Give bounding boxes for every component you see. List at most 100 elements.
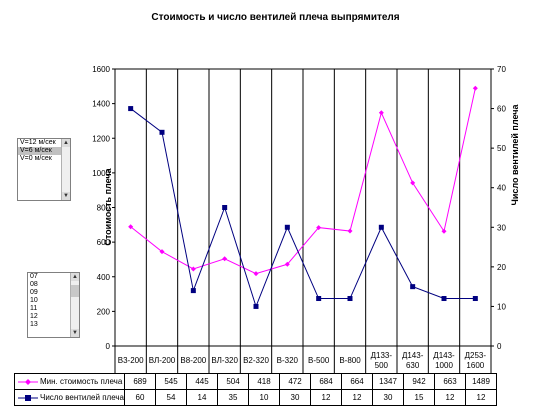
table-cell: 1347 [372,373,404,390]
table-cell: 14 [186,389,218,406]
table-cell: 30 [279,389,311,406]
left-tick-label: 1000 [92,169,110,178]
cost-point [128,224,134,230]
table-cell: 12 [434,389,466,406]
row-label-valves: Число вентилей плеча [14,389,125,406]
category-label: ВЛ-200 [149,356,176,365]
category-label: В2-320 [243,356,269,365]
right-tick-label: 20 [497,263,506,272]
right-tick-label: 60 [497,105,506,114]
row-label-cost: Мин. стоимость плеча [14,373,125,390]
scroll-down-arrow-icon[interactable]: ▼ [71,329,79,337]
valves-point [190,288,196,294]
number-option-5[interactable]: 12 [30,313,38,320]
table-cell: 60 [124,389,156,406]
right-tick-label: 70 [497,65,506,74]
category-label: Д133-500 [371,351,393,370]
right-tick-label: 0 [497,342,502,351]
left-tick-label: 800 [97,204,111,213]
table-cell: 418 [248,373,280,390]
number-option-2[interactable]: 09 [30,289,38,296]
table-cell: 54 [155,389,187,406]
category-label: ВЛ-320 [211,356,238,365]
valves-point [222,205,228,210]
valves-series-name: Число вентилей плеча [40,393,124,402]
valves-point [128,106,134,112]
number-option-1[interactable]: 08 [30,281,38,288]
cost-point [410,180,416,186]
right-tick-label: 50 [497,144,506,153]
cost-point [441,228,447,234]
valves-point [159,129,165,135]
table-cell: 445 [186,373,218,390]
valves-point [378,224,384,230]
number-option-6[interactable]: 13 [30,321,38,328]
left-tick-label: 400 [97,273,111,282]
table-cell: 10 [248,389,280,406]
cost-point [253,271,259,277]
chart-title: Стоимость и число вентилей плеча выпрями… [151,12,400,23]
number-option-0[interactable]: 07 [30,273,38,280]
cost-point [316,225,322,231]
cost-legend-key [18,378,38,385]
left-axis-title: Стоимость плеча [103,167,113,245]
table-cell: 472 [279,373,311,390]
scroll-thumb[interactable] [71,285,79,297]
cost-series-name: Мин. стоимость плеча [40,377,123,386]
category-label: В3-200 [118,356,144,365]
table-cell: 12 [465,389,497,406]
speed-option-1[interactable]: V=6 м/сек [18,147,70,155]
right-tick-label: 30 [497,223,506,232]
table-cell: 504 [217,373,249,390]
category-label: В-320 [277,356,299,365]
table-cell: 663 [434,373,466,390]
number-listbox[interactable]: 07 08 09 10 11 12 13 ▲ ▼ [27,272,80,338]
table-cell: 12 [341,389,373,406]
speed-listbox[interactable]: V=12 м/сек V=6 м/сек V=0 м/сек ▲ ▼ [17,138,71,201]
scroll-up-arrow-icon[interactable]: ▲ [71,273,79,281]
valves-point [253,303,259,309]
cost-point [378,110,384,116]
right-tick-label: 40 [497,184,506,193]
table-cell: 30 [372,389,404,406]
cost-point [190,266,196,272]
valves-point [347,296,353,302]
scroll-down-arrow-icon[interactable]: ▼ [62,192,70,200]
left-tick-label: 200 [97,307,111,316]
category-label: В-800 [339,356,361,365]
series-line-1 [130,108,476,308]
speed-option-2[interactable]: V=0 м/сек [20,155,52,162]
table-cell: 545 [155,373,187,390]
category-label: Д143-1000 [433,351,455,370]
valves-point [410,284,416,290]
table-cell: 35 [217,389,249,406]
left-tick-label: 1200 [92,134,110,143]
table-cell: 689 [124,373,156,390]
valves-point [316,296,322,302]
table-cell: 12 [310,389,342,406]
table-cell: 684 [310,373,342,390]
number-list-scrollbar[interactable]: ▲ ▼ [70,273,79,337]
table-cell: 942 [403,373,435,390]
speed-option-0[interactable]: V=12 м/сек [20,139,56,146]
left-tick-label: 1600 [92,65,110,74]
speed-list-scrollbar[interactable]: ▲ ▼ [61,139,70,200]
table-cell: 1489 [465,373,497,390]
valves-point [284,224,290,230]
cost-point [347,228,353,234]
scroll-up-arrow-icon[interactable]: ▲ [62,139,70,147]
category-label: В-500 [308,356,330,365]
table-cell: 664 [341,373,373,390]
left-tick-label: 1400 [92,100,110,109]
number-option-4[interactable]: 11 [30,305,38,312]
cost-point [284,261,290,267]
category-label: Д143-630 [402,351,424,370]
left-tick-label: 600 [97,238,111,247]
cost-point [159,249,165,255]
table-cell: 15 [403,389,435,406]
valves-point [472,296,478,302]
number-option-3[interactable]: 10 [30,297,38,304]
category-label: В8-200 [180,356,206,365]
table-row-cost: Мин. стоимость плеча 689 545 445 504 418 472 6… [14,373,497,390]
